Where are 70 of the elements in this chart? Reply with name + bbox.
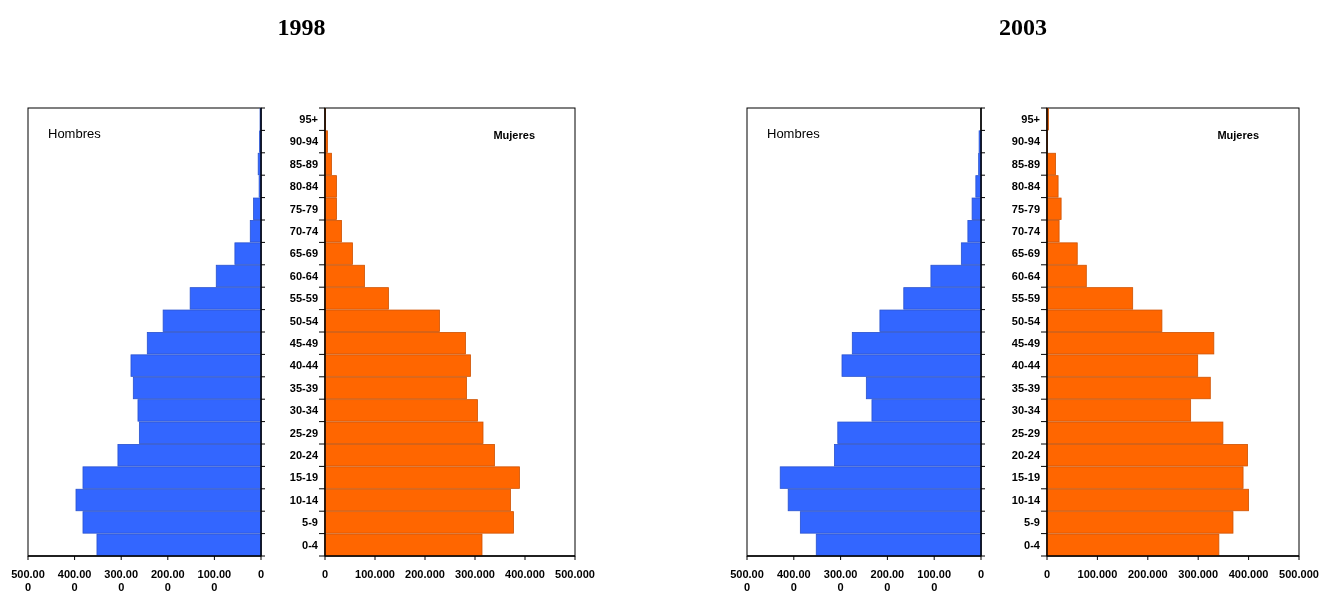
y-tick-label: 0-4	[1024, 538, 1041, 551]
y-tick-label: 25-29	[289, 426, 318, 439]
y-tick-label: 65-69	[289, 247, 318, 260]
y-tick-label: 80-84	[1011, 180, 1041, 193]
y-tick-label: 45-49	[289, 337, 318, 350]
x-tick-label: 0	[1043, 568, 1051, 580]
y-tick-label: 50-54	[289, 314, 319, 327]
y-tick-label: 75-79	[1011, 202, 1040, 215]
y-tick-label: 95+	[1021, 113, 1040, 126]
x-tick-label: 300.000	[455, 568, 495, 580]
annotation: Mujeres	[493, 129, 535, 141]
x-tick-label: 200.000	[150, 568, 185, 593]
y-tick-label: 10-14	[1011, 493, 1041, 506]
y-tick-label: 35-39	[1011, 381, 1040, 394]
y-tick-label: 90-94	[1011, 135, 1041, 148]
y-tick-label: 55-59	[289, 292, 318, 305]
x-tick-label: 200.000	[1127, 568, 1168, 580]
y-tick-label: 65-69	[1011, 247, 1040, 260]
chart-title: 1998	[277, 14, 326, 40]
y-tick-label: 75-79	[289, 202, 318, 215]
y-tick-label: 45-49	[1011, 337, 1040, 350]
y-tick-label: 70-74	[289, 225, 319, 238]
y-tick-label: 85-89	[1011, 157, 1040, 170]
x-tick-label: 400.000	[776, 568, 811, 593]
y-tick-label: 70-74	[1011, 225, 1041, 238]
y-tick-label: 10-14	[289, 493, 319, 506]
y-tick-label: 80-84	[289, 180, 319, 193]
chart-title: 2003	[999, 14, 1047, 40]
y-tick-label: 85-89	[289, 157, 318, 170]
x-tick-label: 300.000	[823, 568, 858, 593]
y-tick-label: 30-34	[289, 404, 319, 417]
x-tick-label: 0	[321, 568, 329, 580]
x-tick-label: 400.000	[57, 568, 92, 593]
y-tick-label: 55-59	[1011, 292, 1040, 305]
x-tick-label: 300.000	[1178, 568, 1219, 580]
y-tick-label: 20-24	[289, 449, 319, 462]
y-tick-label: 95+	[299, 113, 318, 126]
x-tick-label: 0	[257, 568, 265, 580]
x-tick-label: 200.000	[870, 568, 905, 593]
x-tick-label: 400.000	[505, 568, 545, 580]
x-tick-label: 500.000	[11, 568, 45, 593]
annotation: Hombres	[48, 126, 102, 141]
y-tick-label: 0-4	[302, 538, 319, 551]
x-tick-label: 100.000	[917, 568, 952, 593]
y-tick-label: 40-44	[289, 359, 319, 372]
y-tick-label: 90-94	[289, 135, 319, 148]
x-tick-label: 300.000	[104, 568, 139, 593]
x-tick-label: 200.000	[405, 568, 445, 580]
x-tick-label: 100.000	[355, 568, 395, 580]
y-tick-label: 30-34	[1011, 404, 1041, 417]
x-tick-label: 100.000	[1077, 568, 1118, 580]
x-tick-label: 100.000	[197, 568, 232, 593]
x-tick-label: 500.000	[555, 568, 595, 580]
y-tick-label: 60-64	[1011, 269, 1041, 282]
y-tick-label: 15-19	[1011, 471, 1040, 484]
x-tick-label: 400.000	[1228, 568, 1269, 580]
y-tick-label: 15-19	[289, 471, 318, 484]
y-tick-label: 40-44	[1011, 359, 1041, 372]
y-tick-label: 35-39	[289, 381, 318, 394]
y-tick-label: 5-9	[302, 516, 318, 529]
y-tick-label: 60-64	[289, 269, 319, 282]
y-tick-label: 50-54	[1011, 314, 1041, 327]
x-tick-label: 0	[977, 568, 985, 580]
annotation: Mujeres	[1217, 129, 1259, 141]
y-tick-label: 25-29	[1011, 426, 1040, 439]
annotation: Hombres	[767, 126, 821, 141]
y-tick-label: 20-24	[1011, 449, 1041, 462]
x-tick-label: 500.000	[1279, 568, 1319, 580]
x-tick-label: 500.000	[730, 568, 764, 593]
y-tick-label: 5-9	[1024, 516, 1040, 529]
